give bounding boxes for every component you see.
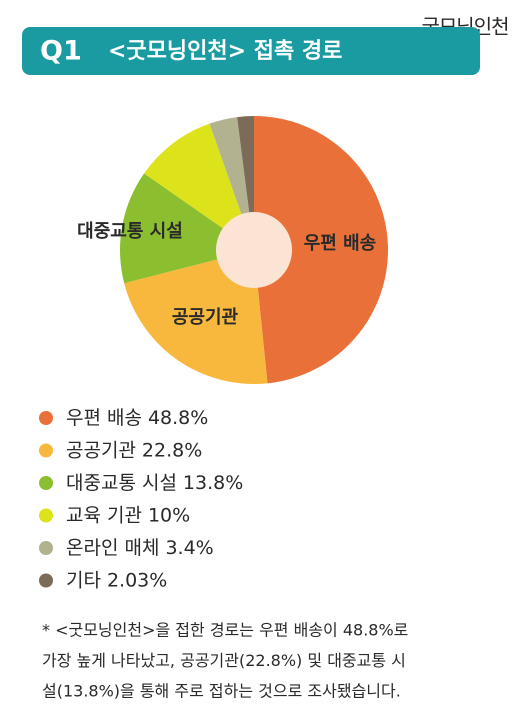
footnote-line: * <굿모닝인천>을 접한 경로는 우편 배송이 48.8%로: [42, 621, 408, 640]
legend-entry: 교육 기관 10%: [66, 504, 190, 526]
pie-slice: [124, 250, 268, 384]
slice-label: 대중교통 시설: [77, 221, 183, 242]
legend-entry: 대중교통 시설 13.8%: [66, 472, 243, 494]
legend-swatch: [39, 508, 53, 523]
slice-label: 공공기관: [172, 307, 239, 328]
legend-swatch: [39, 443, 53, 458]
legend-entry: 우편 배송 48.8%: [66, 407, 208, 429]
chart-title: <굿모닝인천> 접촉 경로: [108, 39, 342, 64]
footnote-line: 가장 높게 나타났고, 공공기관(22.8%) 및 대중교통 시: [42, 651, 406, 670]
question-label: Q1: [40, 36, 82, 67]
legend-swatch: [39, 476, 53, 490]
legend-value: 22.8%: [142, 439, 202, 461]
legend-name: 기타: [66, 569, 101, 591]
legend-value: 10%: [148, 504, 190, 526]
legend-swatch: [39, 411, 53, 425]
legend-entry: 공공기관 22.8%: [66, 439, 202, 461]
legend-name: 우편 배송: [66, 407, 142, 429]
legend-name: 공공기관: [66, 439, 136, 461]
legend-entry: 온라인 매체 3.4%: [66, 537, 214, 559]
legend-value: 13.8%: [183, 472, 243, 494]
pie-slice: [144, 123, 254, 250]
legend-name: 교육 기관: [66, 504, 142, 526]
legend-value: 48.8%: [148, 407, 208, 429]
legend-value: 2.03%: [107, 569, 167, 591]
footnote-line: 설(13.8%)을 통해 주로 접하는 것으로 조사됐습니다.: [42, 682, 401, 701]
legend-value: 3.4%: [165, 537, 213, 559]
legend-name: 대중교통 시설: [66, 472, 177, 494]
legend-entry: 기타 2.03%: [66, 569, 167, 591]
legend-swatch: [39, 541, 53, 555]
header-bar: [22, 27, 480, 75]
pie-center: [216, 212, 292, 288]
legend-swatch: [39, 573, 53, 588]
legend-name: 온라인 매체: [66, 537, 159, 559]
pie-slice: [254, 116, 388, 384]
slice-label: 우편 배송: [304, 233, 377, 254]
legend: 우편 배송 48.8% 공공기관 22.8% 대중교통 시설 13.8% 교육 기관 10% 온…: [39, 407, 243, 591]
footnote: * <굿모닝인천>을 접한 경로는 우편 배송이 48.8%로가장 높게 나타났…: [42, 621, 408, 701]
